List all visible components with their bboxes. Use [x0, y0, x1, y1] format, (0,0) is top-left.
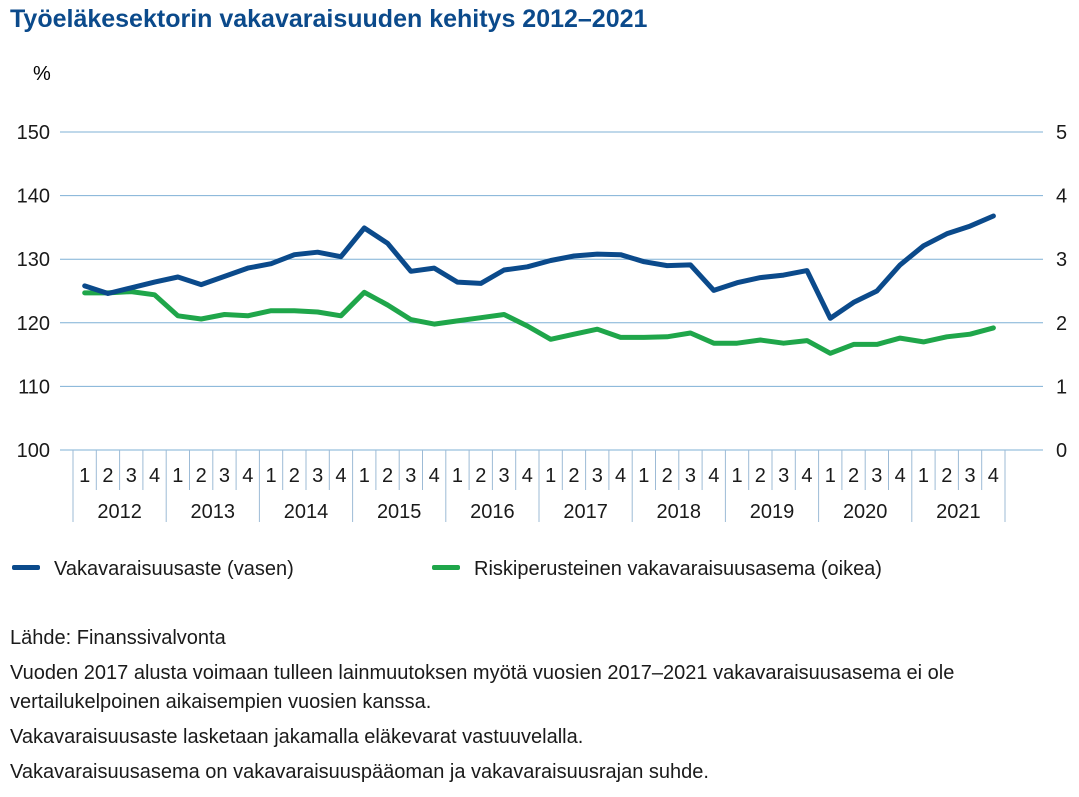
quarter-tick-label: 3	[219, 465, 230, 487]
quarter-tick-label: 3	[592, 465, 603, 487]
quarter-tick-label: 3	[405, 465, 416, 487]
right-tick-label: 3	[1056, 249, 1067, 271]
chart-notes: Lähde: Finanssivalvonta Vuoden 2017 alus…	[10, 624, 1060, 793]
year-tick-label: 2019	[750, 501, 795, 523]
year-tick-label: 2014	[284, 501, 329, 523]
legend-label-right: Riskiperusteinen vakavaraisuusasema (oik…	[474, 558, 882, 580]
legend-swatch-blue	[12, 565, 40, 571]
position-definition-note: Vakavaraisuusasema on vakavaraisuuspääom…	[10, 761, 709, 783]
left-tick-label: 100	[17, 440, 50, 462]
quarter-tick-label: 2	[289, 465, 300, 487]
source-note: Lähde: Finanssivalvonta	[10, 627, 226, 649]
quarter-tick-label: 3	[871, 465, 882, 487]
quarter-tick-label: 1	[545, 465, 556, 487]
quarter-tick-label: 2	[941, 465, 952, 487]
quarter-tick-label: 4	[335, 465, 346, 487]
year-tick-label: 2018	[657, 501, 702, 523]
y-axis-unit-label: %	[33, 63, 51, 85]
year-tick-label: 2017	[563, 501, 608, 523]
year-tick-label: 2012	[97, 501, 142, 523]
quarter-tick-label: 1	[172, 465, 183, 487]
quarter-tick-label: 1	[825, 465, 836, 487]
quarter-tick-label: 4	[708, 465, 719, 487]
quarter-tick-label: 2	[755, 465, 766, 487]
right-axis-ticks: 5 4 3 2 1 0	[1056, 122, 1067, 462]
left-axis-ticks: 150 140 130 120 110 100	[17, 122, 50, 462]
year-tick-label: 2013	[191, 501, 236, 523]
quarter-tick-label: 1	[452, 465, 463, 487]
series-line-vakavaraisuusaste	[82, 213, 996, 321]
right-tick-label: 4	[1056, 186, 1067, 208]
quarter-tick-label: 4	[149, 465, 160, 487]
right-tick-label: 2	[1056, 313, 1067, 335]
quarter-tick-label: 1	[918, 465, 929, 487]
left-tick-label: 140	[17, 186, 50, 208]
year-tick-label: 2015	[377, 501, 422, 523]
quarter-tick-label: 1	[79, 465, 90, 487]
quarter-tick-label: 1	[359, 465, 370, 487]
quarter-tick-label: 4	[895, 465, 906, 487]
quarter-tick-label: 3	[312, 465, 323, 487]
legend-item-riskiperusteinen: Riskiperusteinen vakavaraisuusasema (oik…	[432, 558, 882, 581]
quarter-tick-label: 3	[126, 465, 137, 487]
quarter-tick-label: 3	[964, 465, 975, 487]
series-lines	[82, 213, 996, 356]
quarter-tick-label: 1	[638, 465, 649, 487]
legend-swatch-green	[432, 565, 460, 571]
quarter-tick-label: 3	[498, 465, 509, 487]
right-tick-label: 1	[1056, 376, 1067, 398]
year-tick-label: 2021	[936, 501, 981, 523]
quarter-tick-label: 4	[988, 465, 999, 487]
quarter-tick-label: 2	[848, 465, 859, 487]
right-tick-label: 5	[1056, 122, 1067, 144]
quarter-tick-label: 2	[662, 465, 673, 487]
quarter-tick-label: 2	[102, 465, 113, 487]
quarter-tick-label: 3	[778, 465, 789, 487]
ratio-definition-note: Vakavaraisuusaste lasketaan jakamalla el…	[10, 726, 584, 748]
year-tick-label: 2016	[470, 501, 515, 523]
quarter-tick-label: 4	[801, 465, 812, 487]
right-tick-label: 0	[1056, 440, 1067, 462]
quarter-tick-label: 4	[242, 465, 253, 487]
left-tick-label: 120	[17, 313, 50, 335]
quarter-tick-label: 1	[265, 465, 276, 487]
series-line-riskiperusteinen	[82, 289, 996, 356]
left-tick-label: 110	[18, 376, 50, 398]
year-tick-label: 2020	[843, 501, 888, 523]
quarter-tick-label: 3	[685, 465, 696, 487]
left-tick-label: 130	[17, 249, 50, 271]
comparability-note: Vuoden 2017 alusta voimaan tulleen lainm…	[10, 662, 955, 713]
quarter-tick-label: 2	[382, 465, 393, 487]
left-tick-label: 150	[17, 122, 50, 144]
quarter-tick-label: 2	[196, 465, 207, 487]
chart-title: Työeläkesektorin vakavaraisuuden kehitys…	[10, 5, 648, 33]
quarter-tick-label: 4	[615, 465, 626, 487]
quarter-tick-label: 4	[522, 465, 533, 487]
legend-item-vakavaraisuusaste: Vakavaraisuusaste (vasen)	[12, 558, 294, 581]
grid-lines	[60, 131, 1043, 451]
legend-label-left: Vakavaraisuusaste (vasen)	[54, 558, 294, 580]
quarter-tick-label: 1	[731, 465, 742, 487]
quarter-tick-label: 2	[475, 465, 486, 487]
quarter-tick-label: 2	[568, 465, 579, 487]
quarter-tick-label: 4	[429, 465, 440, 487]
